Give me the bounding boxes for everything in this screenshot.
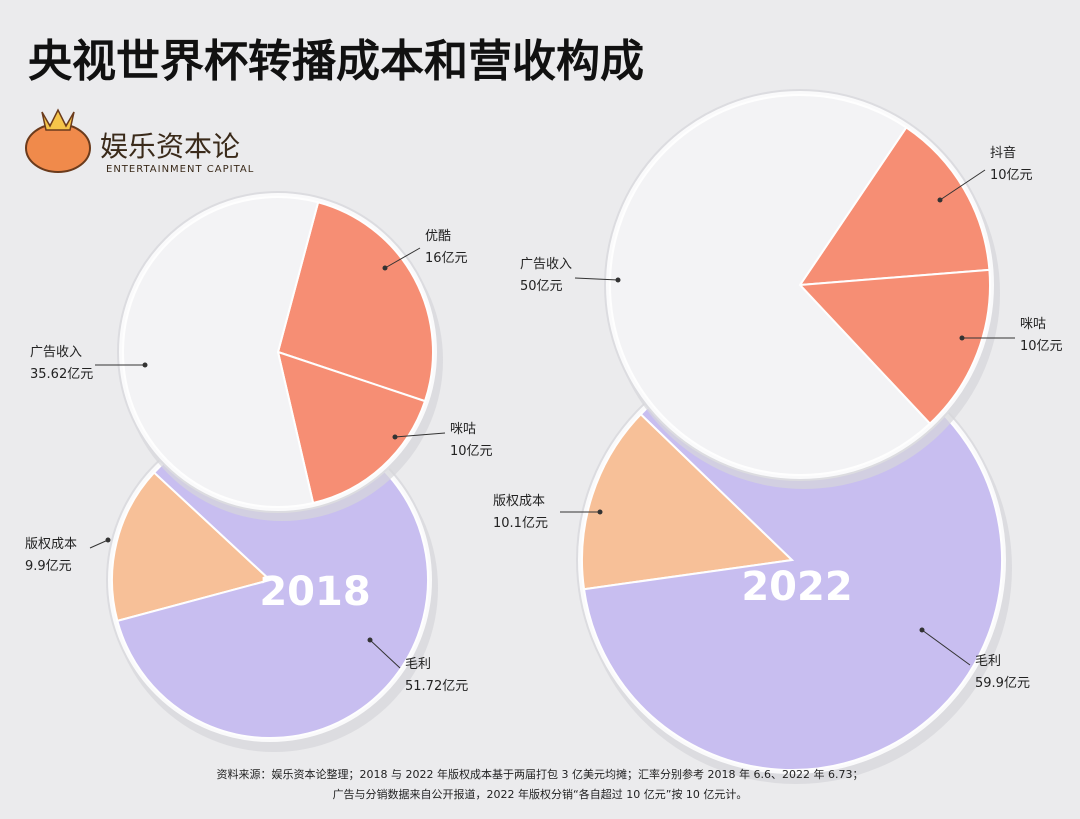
pie-slice — [276, 350, 427, 505]
pie-slice — [581, 412, 795, 591]
pie-slice — [797, 268, 991, 426]
source-note: 资料来源：娱乐资本论整理；2018 与 2022 年版权成本基于两届打包 3 亿… — [217, 767, 864, 781]
leader-dot — [597, 509, 603, 515]
leader-line — [921, 629, 971, 666]
leader-line — [369, 639, 401, 669]
year-label: 2018 — [259, 569, 370, 615]
slice-value: 51.72亿元 — [405, 679, 468, 694]
leader-line — [939, 169, 986, 201]
logo-icon — [25, 123, 91, 173]
slice-name: 咪咕 — [1020, 316, 1046, 332]
slice-value: 9.9亿元 — [25, 559, 72, 574]
slice-value: 10亿元 — [1020, 339, 1063, 354]
charts: 2018版权成本9.9亿元毛利51.72亿元优酷16亿元咪咕10亿元广告收入35… — [25, 89, 1063, 784]
leader-dot — [105, 537, 111, 543]
source-note: 广告与分销数据来自公开报道，2022 年版权分销“各自超过 10 亿元”按 10… — [333, 787, 748, 801]
slice-name: 抖音 — [990, 145, 1016, 161]
pie-slice — [798, 126, 991, 287]
chart-title: 央视世界杯转播成本和营收构成 — [28, 36, 644, 87]
pie-slice — [609, 94, 932, 476]
logo-subtitle: ENTERTAINMENT CAPITAL — [106, 164, 254, 175]
leader-dot — [959, 335, 965, 341]
slice-value: 10亿元 — [990, 168, 1033, 183]
leader-dot — [615, 277, 621, 283]
logo-name: 娱乐资本论 — [100, 130, 240, 163]
leader-dot — [142, 362, 148, 368]
slice-name: 版权成本 — [493, 493, 545, 509]
logo: 娱乐资本论 ENTERTAINMENT CAPITAL — [25, 108, 254, 175]
pie-slice — [122, 196, 320, 508]
pie-slice — [276, 201, 434, 403]
slice-name: 毛利 — [975, 654, 1001, 669]
logo-crown — [41, 108, 75, 131]
slice-name: 广告收入 — [520, 257, 572, 272]
leader-dot — [919, 627, 925, 633]
leader-dot — [382, 265, 388, 271]
slice-value: 16亿元 — [425, 251, 468, 266]
leader-line — [574, 277, 619, 281]
leader-line — [394, 432, 446, 438]
leader-dot — [367, 637, 373, 643]
slice-value: 10.1亿元 — [493, 516, 548, 531]
slice-name: 广告收入 — [30, 345, 82, 360]
slice-value: 59.9亿元 — [975, 676, 1030, 691]
slice-value: 50亿元 — [520, 279, 563, 294]
slice-name: 咪咕 — [450, 421, 476, 437]
leader-line — [89, 539, 109, 549]
slice-value: 10亿元 — [450, 444, 493, 459]
pie-slice — [111, 471, 273, 623]
leader-dot — [937, 197, 943, 203]
leader-dot — [392, 434, 398, 440]
slice-name: 毛利 — [405, 657, 431, 672]
slice-name: 优酷 — [425, 229, 451, 244]
slice-name: 版权成本 — [25, 536, 77, 552]
slice-value: 35.62亿元 — [30, 367, 93, 382]
year-label: 2022 — [741, 564, 852, 610]
leader-line — [384, 247, 421, 269]
